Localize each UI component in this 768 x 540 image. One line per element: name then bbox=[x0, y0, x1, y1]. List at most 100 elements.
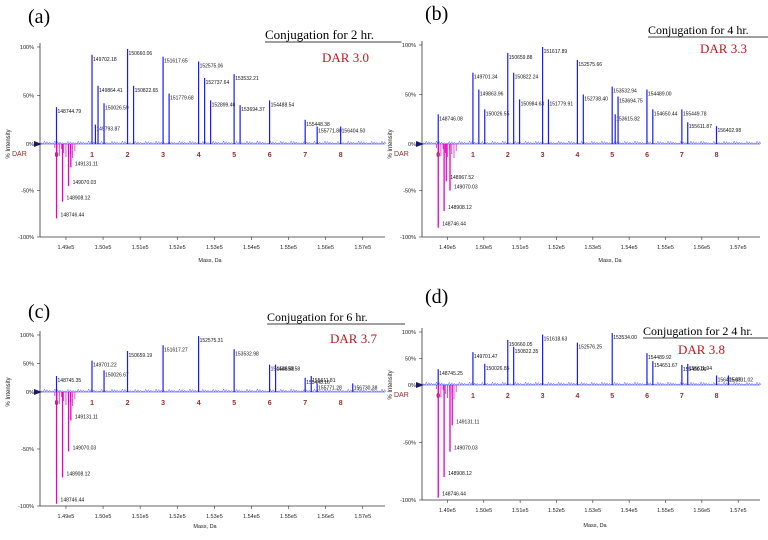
peak-label: 148744.79 bbox=[58, 109, 82, 115]
peak-label: 148746.44 bbox=[61, 212, 85, 218]
zero-arrow bbox=[416, 141, 424, 147]
peak-label: 155611.94 bbox=[689, 366, 712, 372]
x-tick-label: 1.50e5 bbox=[95, 514, 112, 520]
peak-label: 156405.08 bbox=[718, 377, 742, 383]
peak-label: 148746.44 bbox=[442, 222, 466, 228]
peak-label: 152575.06 bbox=[200, 64, 224, 70]
peak-label: 152575.66 bbox=[578, 62, 602, 68]
x-tick-label: 1.49e5 bbox=[58, 245, 75, 251]
dar-value: DAR 3.8 bbox=[678, 342, 725, 357]
noise-trace bbox=[39, 388, 387, 393]
peak-label: 149070.03 bbox=[73, 180, 97, 186]
peak-label: 150984.63 bbox=[521, 101, 545, 107]
peak-label: 156730.38 bbox=[354, 385, 378, 391]
y-tick-label: 0% bbox=[26, 142, 34, 148]
dar-number: 3 bbox=[541, 152, 545, 159]
dar-number: 7 bbox=[303, 400, 307, 407]
dar-axis-label: DAR bbox=[394, 392, 409, 399]
dar-axis-label: DAR bbox=[394, 151, 409, 158]
x-tick-label: 1.51e5 bbox=[132, 245, 149, 251]
y-tick-label: -50% bbox=[21, 189, 34, 195]
peak-label: 155771.80 bbox=[318, 129, 342, 135]
y-tick-label: 100% bbox=[402, 330, 416, 336]
peak-label: 156402.98 bbox=[717, 128, 741, 134]
dar-value: DAR 3.0 bbox=[322, 50, 369, 65]
x-axis-label: Mass, Da bbox=[598, 258, 622, 264]
peak-label: 149701.34 bbox=[474, 75, 498, 81]
dar-number: 1 bbox=[90, 152, 94, 159]
peak-label: 149701.22 bbox=[93, 363, 117, 369]
panel-label: (a) bbox=[28, 6, 50, 28]
y-tick-label: -100% bbox=[18, 504, 34, 510]
peak-label: 150660.05 bbox=[509, 342, 533, 348]
x-tick-label: 1.53e5 bbox=[584, 245, 601, 251]
peak-label: 149131.11 bbox=[75, 161, 98, 167]
dar-number: 4 bbox=[197, 152, 201, 159]
x-tick-label: 1.52e5 bbox=[169, 514, 186, 520]
x-axis-label: Mass, Da bbox=[583, 523, 607, 529]
dar-number: 8 bbox=[715, 393, 719, 400]
dar-number: 7 bbox=[680, 393, 684, 400]
y-axis-label: % Intensity bbox=[388, 129, 394, 158]
dar-number: 6 bbox=[645, 152, 649, 159]
peak-label: 148908.12 bbox=[67, 472, 91, 478]
dar-number: 1 bbox=[471, 393, 475, 400]
dar-value: DAR 3.7 bbox=[330, 331, 377, 346]
x-tick-label: 1.50e5 bbox=[475, 245, 492, 251]
y-tick-label: 100% bbox=[20, 333, 34, 339]
peak-label: 148746.44 bbox=[61, 498, 85, 504]
peak-label: 149131.11 bbox=[456, 419, 479, 425]
peak-label: 149070.03 bbox=[454, 446, 478, 452]
peak-label: 156731.02 bbox=[729, 377, 753, 383]
peak-label: 155611.87 bbox=[689, 124, 712, 130]
peak-label: 154489.92 bbox=[648, 355, 672, 361]
peak-label: 153615.82 bbox=[616, 116, 640, 122]
peak-label: 150822.35 bbox=[515, 349, 539, 355]
peak-label: 152576.25 bbox=[578, 345, 602, 351]
y-axis-label: % Intensity bbox=[6, 129, 12, 158]
y-tick-label: -50% bbox=[21, 447, 34, 453]
peak-label: 148746.44 bbox=[442, 492, 466, 498]
x-tick-label: 1.56e5 bbox=[317, 245, 334, 251]
y-tick-label: -100% bbox=[400, 235, 416, 241]
peak-label: 155450.09 bbox=[683, 367, 707, 373]
panel-title: Conjugation for 2 4 hr. bbox=[643, 324, 753, 338]
x-tick-label: 1.51e5 bbox=[512, 508, 529, 514]
x-tick-label: 1.53e5 bbox=[206, 514, 223, 520]
peak-label: 155448.16 bbox=[306, 380, 330, 386]
y-tick-label: -50% bbox=[403, 189, 416, 195]
dar-value: DAR 3.3 bbox=[700, 41, 747, 56]
panel-label: (c) bbox=[28, 301, 50, 323]
peak-label: 151779.91 bbox=[549, 101, 573, 107]
noise-trace bbox=[421, 381, 762, 386]
peak-label: 151617.27 bbox=[164, 347, 188, 353]
peak-label: 148908.12 bbox=[448, 471, 472, 477]
peak-label: 150026.59 bbox=[105, 105, 129, 111]
peak-label: 152738.40 bbox=[584, 97, 608, 103]
dar-number: 4 bbox=[575, 393, 579, 400]
dar-number: 8 bbox=[339, 400, 343, 407]
x-tick-label: 1.49e5 bbox=[439, 245, 456, 251]
peak-label: 151779.68 bbox=[170, 96, 194, 102]
peak-label: 148967.52 bbox=[450, 175, 474, 181]
y-tick-label: 50% bbox=[23, 362, 34, 368]
x-tick-label: 1.56e5 bbox=[317, 514, 334, 520]
peak-label: 152575.31 bbox=[200, 338, 224, 344]
dar-number: 8 bbox=[339, 152, 343, 159]
peak-label: 150659.19 bbox=[129, 353, 153, 359]
dar-number: 2 bbox=[126, 400, 130, 407]
peak-label: 148746.08 bbox=[439, 116, 463, 122]
x-tick-label: 1.57e5 bbox=[730, 245, 747, 251]
x-axis-label: Mass, Da bbox=[198, 258, 222, 264]
y-tick-label: 0% bbox=[26, 390, 34, 396]
peak-label: 153532.94 bbox=[613, 89, 637, 95]
peak-label: 154650.44 bbox=[654, 111, 678, 117]
dar-number: 5 bbox=[610, 152, 614, 159]
peak-label: 151617.89 bbox=[544, 49, 568, 55]
x-tick-label: 1.54e5 bbox=[621, 245, 638, 251]
dar-number: 2 bbox=[506, 393, 510, 400]
dar-number: 1 bbox=[471, 152, 475, 159]
y-tick-label: -50% bbox=[403, 441, 416, 447]
peak-label: 154650.58 bbox=[277, 367, 301, 373]
dar-number: 3 bbox=[161, 400, 165, 407]
